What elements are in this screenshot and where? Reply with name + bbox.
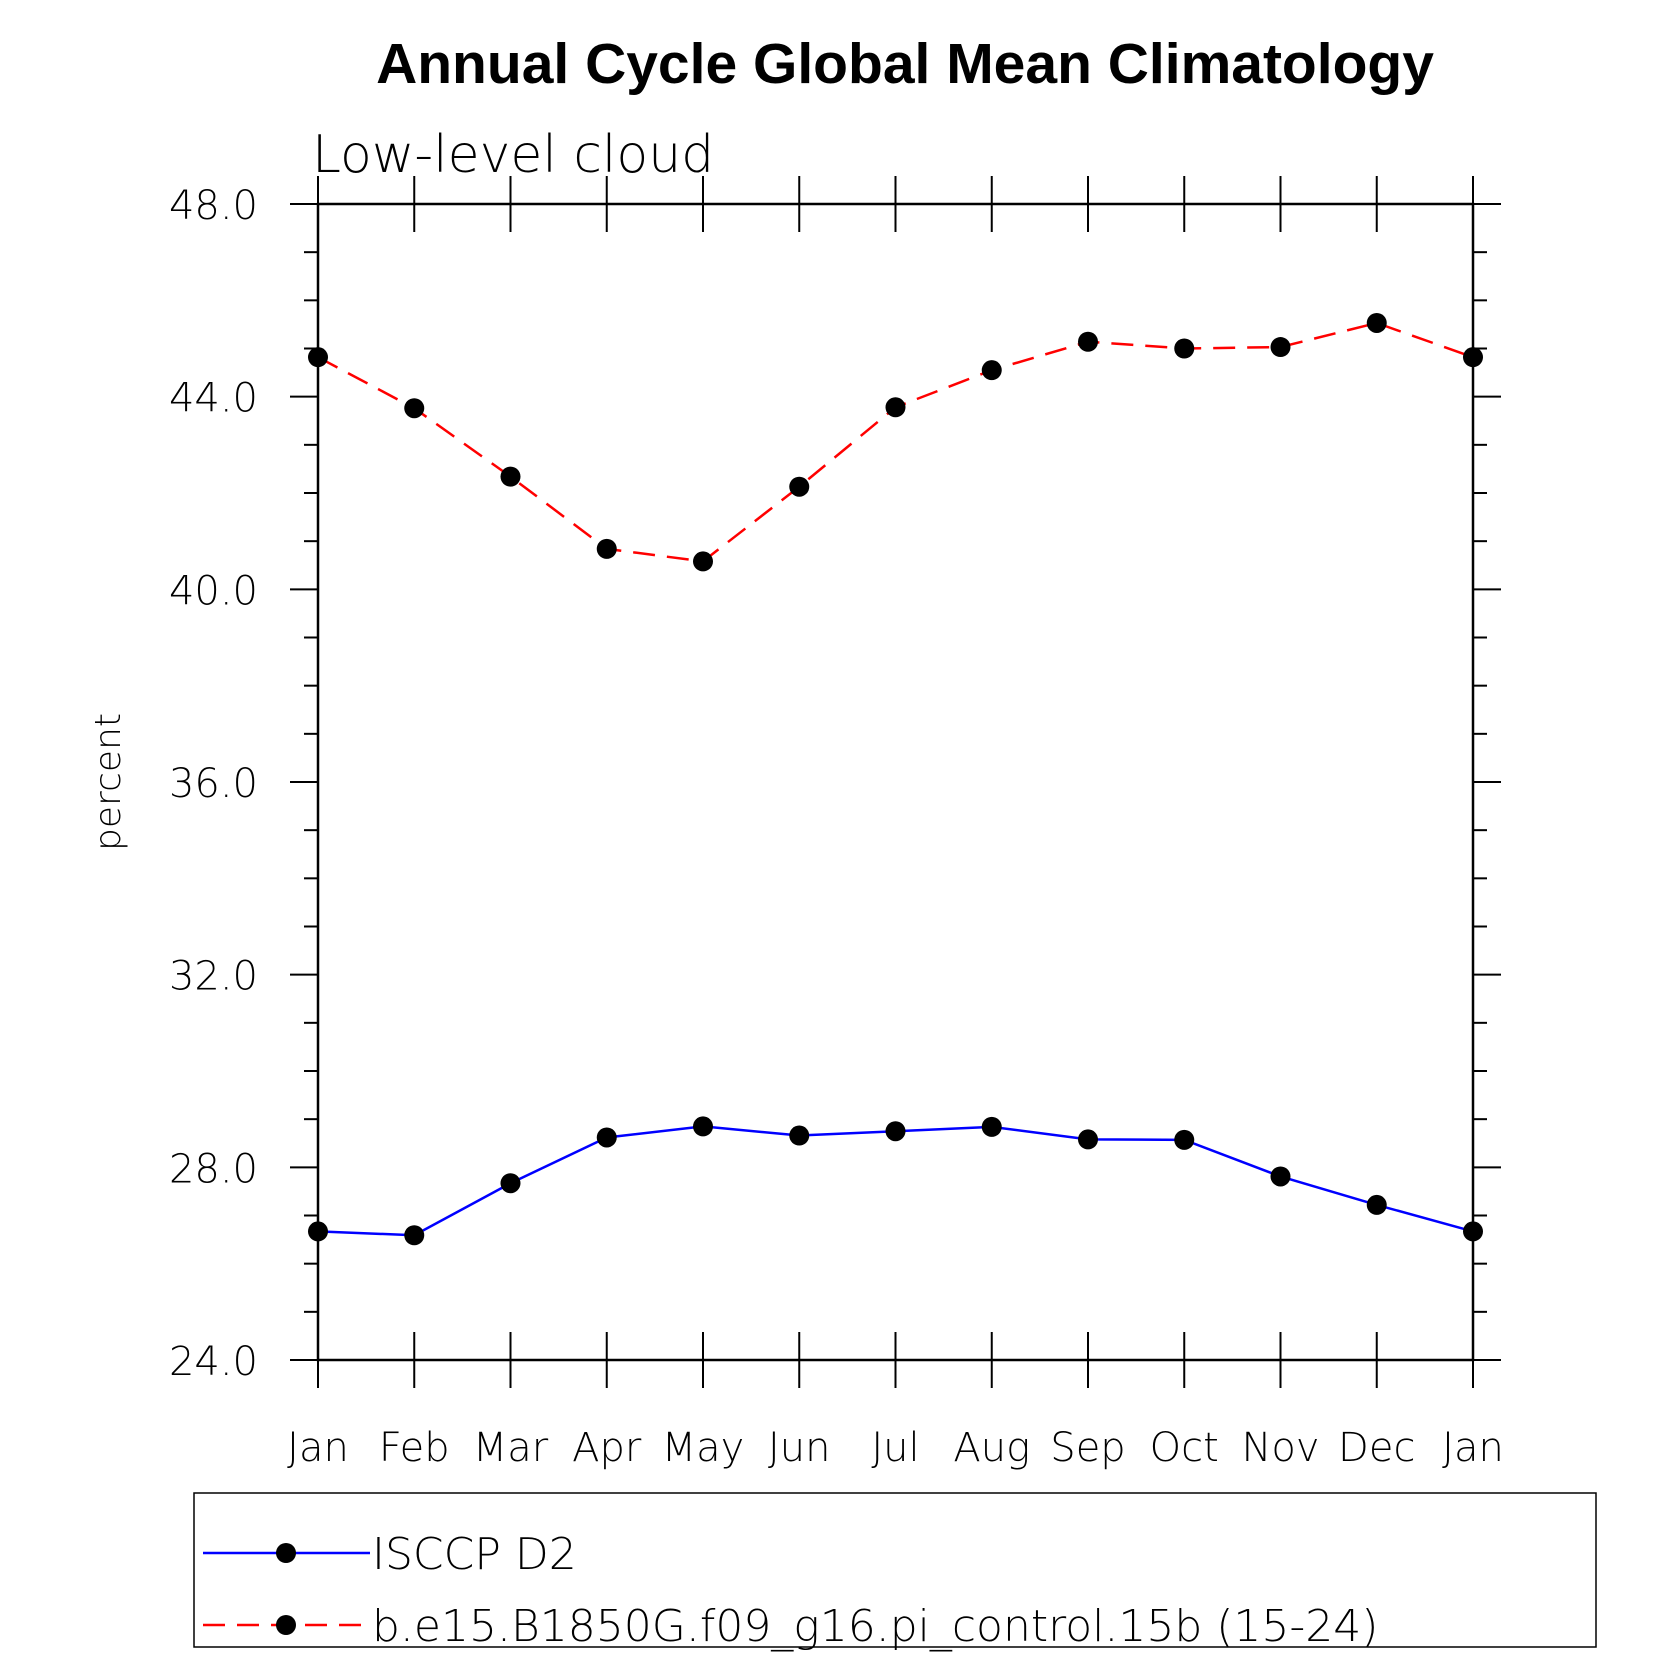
- series-2-point: [596, 538, 617, 559]
- series-1-point: [308, 1221, 328, 1242]
- series-2-point: [1078, 331, 1098, 352]
- legend-label-1: ISCCP D2: [372, 1529, 577, 1580]
- x-tick-label: Sep: [1050, 1425, 1125, 1471]
- x-tick-label: Jul: [871, 1425, 919, 1471]
- series-2-point: [500, 466, 521, 487]
- x-tick-label: Jan: [287, 1425, 349, 1471]
- x-tick-labels: Jan Feb Mar Apr May Jun Jul Aug Sep Oct Nov Dec Jan: [287, 1425, 1504, 1471]
- series-1-point: [404, 1225, 425, 1246]
- x-tick-label: Nov: [1241, 1425, 1319, 1471]
- y-tick-label: 40.0: [169, 568, 258, 614]
- legend-entries: ISCCP D2 b.e15.B1850G.f09_g16.pi_control.…: [203, 1529, 1378, 1652]
- y-tick-label: 32.0: [169, 954, 258, 1000]
- chart-subtitle: Low-level cloud: [312, 125, 714, 185]
- series-2-point: [308, 347, 328, 368]
- x-tick-label: Aug: [953, 1425, 1030, 1471]
- series-2-point: [693, 551, 713, 572]
- legend: ISCCP D2 b.e15.B1850G.f09_g16.pi_control.…: [193, 1492, 1597, 1652]
- series-1-point: [789, 1125, 810, 1146]
- series-2-point: [789, 476, 810, 497]
- legend-box: [193, 1492, 1597, 1648]
- axis-ticks: [290, 176, 1501, 1388]
- series-2-point: [404, 398, 425, 419]
- y-axis-label: percent: [88, 713, 129, 851]
- series-1-point: [1174, 1129, 1195, 1150]
- plot-frame: [316, 202, 1475, 1362]
- series-1-point: [500, 1173, 521, 1194]
- y-tick-label: 24.0: [169, 1339, 258, 1385]
- x-tick-label: Mar: [473, 1425, 549, 1471]
- x-tick-label: Apr: [572, 1425, 642, 1471]
- series-1-point: [1463, 1221, 1483, 1242]
- series-line-1: [317, 1125, 1474, 1237]
- series-1-point: [1366, 1194, 1387, 1215]
- x-tick-label: Feb: [379, 1425, 450, 1471]
- y-tick-label: 44.0: [169, 376, 258, 422]
- series-2-point: [885, 397, 906, 418]
- series-2-point: [1366, 312, 1387, 333]
- series-2-point: [981, 360, 1002, 381]
- x-tick-label: Jun: [768, 1425, 831, 1471]
- chart-title: Annual Cycle Global Mean Climatology: [376, 32, 1434, 96]
- series-2-point: [1463, 347, 1483, 368]
- x-tick-label: May: [662, 1425, 745, 1471]
- series-1-point: [1270, 1166, 1291, 1187]
- series-layer: [308, 312, 1483, 1246]
- legend-label-2: b.e15.B1850G.f09_g16.pi_control.15b (15-…: [372, 1601, 1378, 1652]
- series-line-2: [317, 321, 1474, 563]
- y-tick-label: 28.0: [169, 1146, 258, 1192]
- y-tick-label: 48.0: [169, 183, 258, 229]
- legend-marker-1: [276, 1543, 296, 1563]
- series-1-point: [885, 1121, 906, 1142]
- legend-marker-2: [276, 1615, 296, 1635]
- y-tick-labels: 24.0 28.0 32.0 36.0 40.0 44.0 48.0: [169, 183, 258, 1385]
- series-1-point: [1078, 1129, 1098, 1150]
- series-2-point: [1174, 338, 1195, 359]
- series-1-point: [693, 1116, 713, 1137]
- y-tick-label: 36.0: [169, 761, 258, 807]
- series-1-point: [596, 1127, 617, 1148]
- series-2-point: [1270, 337, 1291, 358]
- x-tick-label: Dec: [1338, 1425, 1415, 1471]
- series-1-point: [981, 1116, 1002, 1137]
- x-tick-label: Jan: [1442, 1425, 1504, 1471]
- x-tick-label: Oct: [1150, 1425, 1219, 1471]
